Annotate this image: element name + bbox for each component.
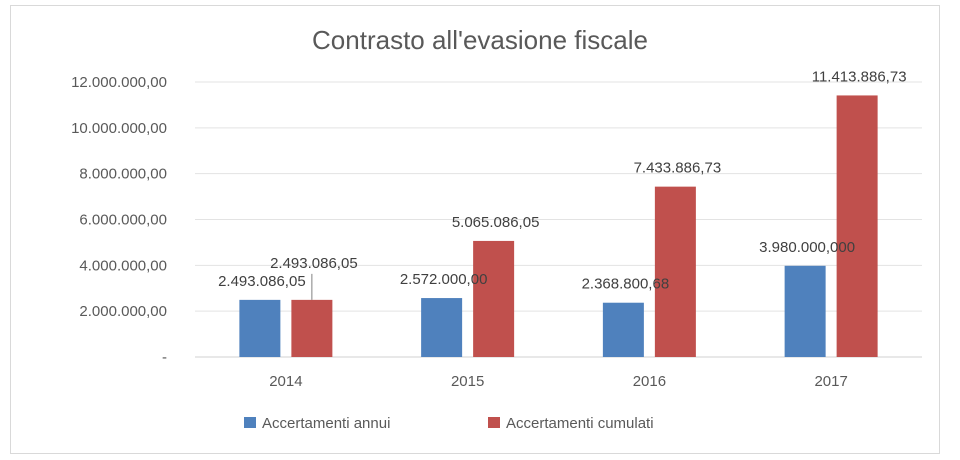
x-category-label: 2014 xyxy=(269,373,302,390)
y-tick-label: 8.000.000,00 xyxy=(79,166,167,183)
y-tick-label: 2.000.000,00 xyxy=(79,303,167,320)
bar-accertamenti-annui xyxy=(239,299,281,357)
x-category-label: 2015 xyxy=(451,373,484,390)
bar-accertamenti-annui xyxy=(421,298,463,357)
legend-label: Accertamenti annui xyxy=(262,415,390,432)
bar-accertamenti-cumulati xyxy=(473,240,515,357)
data-label: 11.413.886,73 xyxy=(812,68,907,85)
data-label: 7.433.886,73 xyxy=(634,160,722,177)
y-tick-label: 6.000.000,00 xyxy=(79,212,167,229)
data-labels: 2.493.086,052.493.086,05 2.572.000,00 5.06… xyxy=(218,68,907,300)
bar-accertamenti-cumulati xyxy=(654,186,696,357)
y-tick-label: 10.000.000,00 xyxy=(71,120,167,137)
bar-accertamenti-annui xyxy=(602,302,644,357)
data-label: 2.572.000,00 xyxy=(400,271,488,288)
bar-accertamenti-cumulati xyxy=(836,95,878,357)
data-label: 2.493.086,05 xyxy=(270,255,358,272)
data-label: 5.065.086,05 xyxy=(452,214,540,231)
bar-accertamenti-annui xyxy=(784,265,826,357)
data-label: 2.493.086,05 xyxy=(218,273,306,290)
x-category-label: 2017 xyxy=(814,373,847,390)
legend-swatch xyxy=(244,417,256,428)
bar-accertamenti-cumulati xyxy=(291,299,333,357)
data-label: 3.980.000,000 xyxy=(759,239,855,256)
x-category-label: 2016 xyxy=(633,373,666,390)
bars xyxy=(239,95,878,357)
legend-label: Accertamenti cumulati xyxy=(506,415,654,432)
y-axis-ticks: - 2.000.000,00 4.000.000,00 6.000.000,00 8.0… xyxy=(71,74,167,366)
data-label: 2.368.800,68 xyxy=(582,276,670,293)
y-tick-label: 4.000.000,00 xyxy=(79,257,167,274)
x-axis-labels: 2014 2015 2016 2017 xyxy=(269,373,848,390)
legend-swatch xyxy=(488,417,500,428)
legend: Accertamenti annui Accertamenti cumulati xyxy=(244,415,654,432)
chart-frame xyxy=(10,5,940,454)
chart-title: Contrasto all'evasione fiscale xyxy=(312,25,648,55)
y-tick-label: 12.000.000,00 xyxy=(71,74,167,91)
y-tick-label: - xyxy=(162,349,167,366)
